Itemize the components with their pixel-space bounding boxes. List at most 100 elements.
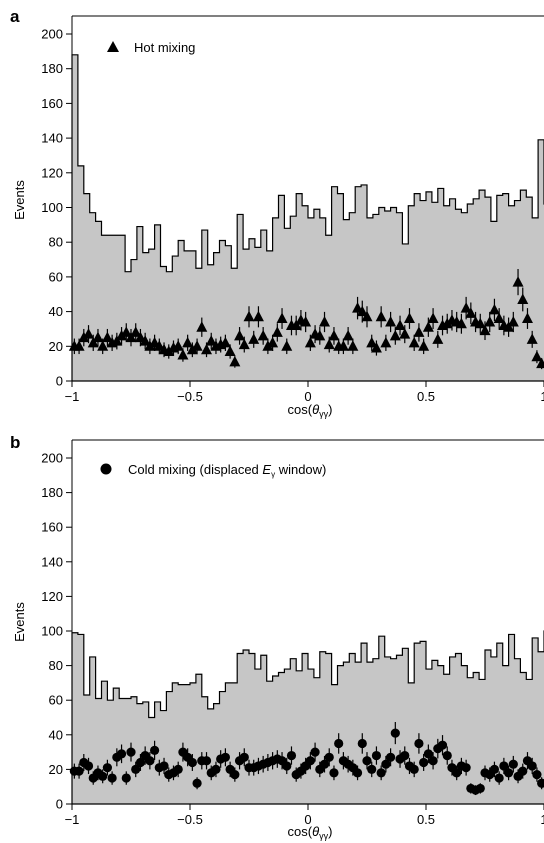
panel-b-point <box>352 768 363 778</box>
panel-a-point <box>403 312 415 324</box>
panel-a-y-tick-label: 60 <box>49 269 63 284</box>
panel-a-point <box>191 340 203 351</box>
panel-a-point <box>455 317 467 329</box>
panel-b-point <box>310 747 320 757</box>
panel-b-y-tick-label: 120 <box>41 589 63 604</box>
panel-b-x-tick-label: 0.5 <box>417 812 435 827</box>
panel-b-point <box>239 752 249 762</box>
panel-b-point <box>419 757 429 768</box>
panel-a-point <box>517 293 529 304</box>
panel-b-point <box>414 738 424 749</box>
panel-b-y-tick-label: 180 <box>41 485 63 500</box>
panel-b-point <box>107 773 117 783</box>
panel-a-point <box>116 329 128 341</box>
panel-a-point <box>380 336 392 348</box>
panel-b-point <box>131 764 141 775</box>
panel-a-point <box>73 340 85 351</box>
panel-a-point <box>314 329 326 341</box>
panel-a-point <box>375 310 387 322</box>
panel-b-point <box>305 756 315 766</box>
panel-b-point <box>329 768 339 778</box>
panel-b-y-tick-label: 40 <box>49 727 63 742</box>
panel-b-point <box>537 778 544 788</box>
panel-a-y-tick-label: 0 <box>56 374 63 389</box>
panel-a-point <box>361 310 373 322</box>
panel-b-y-tick-label: 80 <box>49 658 63 673</box>
panel-b-histogram <box>71 630 544 805</box>
panel-a-point <box>389 329 401 341</box>
panel-b-point <box>376 768 386 778</box>
panel-a-point <box>399 328 411 339</box>
panel-a-point <box>139 335 151 346</box>
panel-b-y-tick-label: 200 <box>41 451 63 466</box>
panel-a-point <box>427 312 439 324</box>
panel-a-point <box>512 276 524 287</box>
panel-a-point <box>304 336 316 348</box>
panel-a-point <box>267 336 279 348</box>
panel-a-x-ticks: −1 −0.5 0 0.5 1 <box>65 381 544 404</box>
panel-b-point <box>452 768 462 778</box>
panel-b-point <box>201 756 212 766</box>
panel-a-point <box>319 316 331 327</box>
panel-a-point <box>394 319 406 330</box>
panel-a-point <box>92 331 104 343</box>
panel-a-point <box>219 336 231 348</box>
panel-b-point <box>150 745 160 755</box>
panel-a-point <box>248 333 260 344</box>
panel-b-point <box>135 757 146 768</box>
panel-b-x-label: cos(θγγ) <box>288 824 333 841</box>
panel-a-y-tick-label: 140 <box>41 131 63 146</box>
panel-b-y-tick-label: 160 <box>41 520 63 535</box>
panel-a-y-tick-label: 20 <box>49 339 63 354</box>
panel-a-y-tick-label: 120 <box>41 165 63 180</box>
panel-b-point <box>386 752 396 762</box>
panel-b-point <box>282 761 292 771</box>
panel-a-y-tick-label: 180 <box>41 61 63 76</box>
panel-a-point <box>536 357 544 369</box>
panel-a-point <box>432 333 444 344</box>
panel-a-x-tick-label: −1 <box>65 389 80 404</box>
panel-a-point <box>488 303 500 315</box>
panel-a-point <box>101 331 113 343</box>
panel-b-point <box>437 740 448 750</box>
panel-a-y-label: Events <box>12 180 27 220</box>
panel-b-point <box>324 752 334 762</box>
panel-b-point <box>192 778 202 788</box>
panel-a-point <box>531 350 543 362</box>
panel-b-point <box>116 749 127 759</box>
panel-a-y-tick-label: 80 <box>49 235 63 250</box>
panel-a-label: a <box>10 7 20 26</box>
panel-a-point <box>238 338 250 350</box>
panel-b-legend-circle-icon <box>100 463 112 475</box>
panel-a-point <box>300 316 312 327</box>
panel-b-point <box>508 759 518 769</box>
panel-a-point <box>234 329 246 341</box>
panel-b-point <box>121 773 131 783</box>
panel-a-point <box>196 321 208 332</box>
panel-b-point <box>187 757 197 768</box>
panel-b-y-label: Events <box>12 602 27 642</box>
panel-a-point <box>243 310 255 322</box>
panel-b-point <box>400 750 410 761</box>
panel-b-point <box>499 761 509 771</box>
panel-a-point <box>120 326 132 337</box>
panel-a-point <box>257 329 269 341</box>
panel-a-point <box>356 305 368 317</box>
panel-b-y-tick-label: 60 <box>49 693 63 708</box>
panel-a-point <box>97 340 109 351</box>
panel-a-point <box>465 307 477 318</box>
panel-a-point <box>201 343 213 355</box>
panel-a-y-ticks: 0 20 40 60 80 100 120 140 160 180 200 <box>41 27 72 389</box>
panel-a-point <box>342 329 354 341</box>
panel-b-point <box>475 783 485 794</box>
panel-b-point <box>230 769 240 780</box>
panel-a-data-points <box>68 269 544 370</box>
panel-a-y-tick-label: 100 <box>41 200 63 215</box>
panel-b-point <box>504 768 514 778</box>
panel-a-point <box>337 340 349 351</box>
panel-b-point <box>126 747 136 757</box>
panel-a-point <box>474 317 486 329</box>
panel-b-point <box>145 756 155 766</box>
panel-a-point <box>323 338 335 350</box>
panel-a-point <box>441 317 453 329</box>
